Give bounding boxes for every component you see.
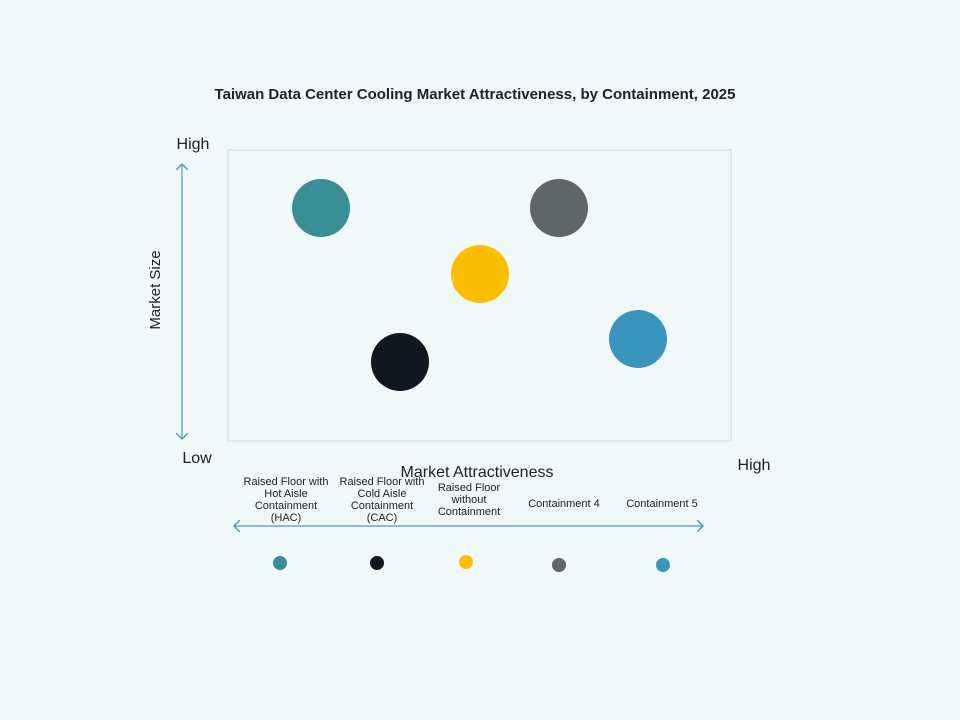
y-high: High — [177, 136, 210, 153]
legend-dot — [656, 558, 670, 572]
legend-dot — [370, 556, 384, 570]
x-high: High — [738, 457, 771, 474]
bubble — [609, 310, 667, 368]
bubble — [451, 245, 509, 303]
legend-dot — [459, 555, 473, 569]
legend-label: Containment 5 — [626, 498, 698, 510]
bubble — [371, 333, 429, 391]
legend-label: Containment 4 — [528, 498, 600, 510]
y-low: Low — [182, 450, 212, 467]
bubble — [292, 179, 350, 237]
y-axis-label: Market Size — [147, 250, 164, 329]
x-axis-label: Market Attractiveness — [401, 464, 554, 481]
legend-label: Raised Floor with Hot Aisle Containment … — [243, 476, 329, 524]
legend-label: Raised Floor with Cold Aisle Containment… — [339, 476, 425, 524]
legend-label: Raised Floor without Containment — [437, 482, 501, 518]
chart-title: Taiwan Data Center Cooling Market Attrac… — [215, 86, 736, 103]
plot-frame — [227, 149, 732, 442]
legend-dot — [552, 558, 566, 572]
legend-dot — [273, 556, 287, 570]
bubble — [530, 179, 588, 237]
